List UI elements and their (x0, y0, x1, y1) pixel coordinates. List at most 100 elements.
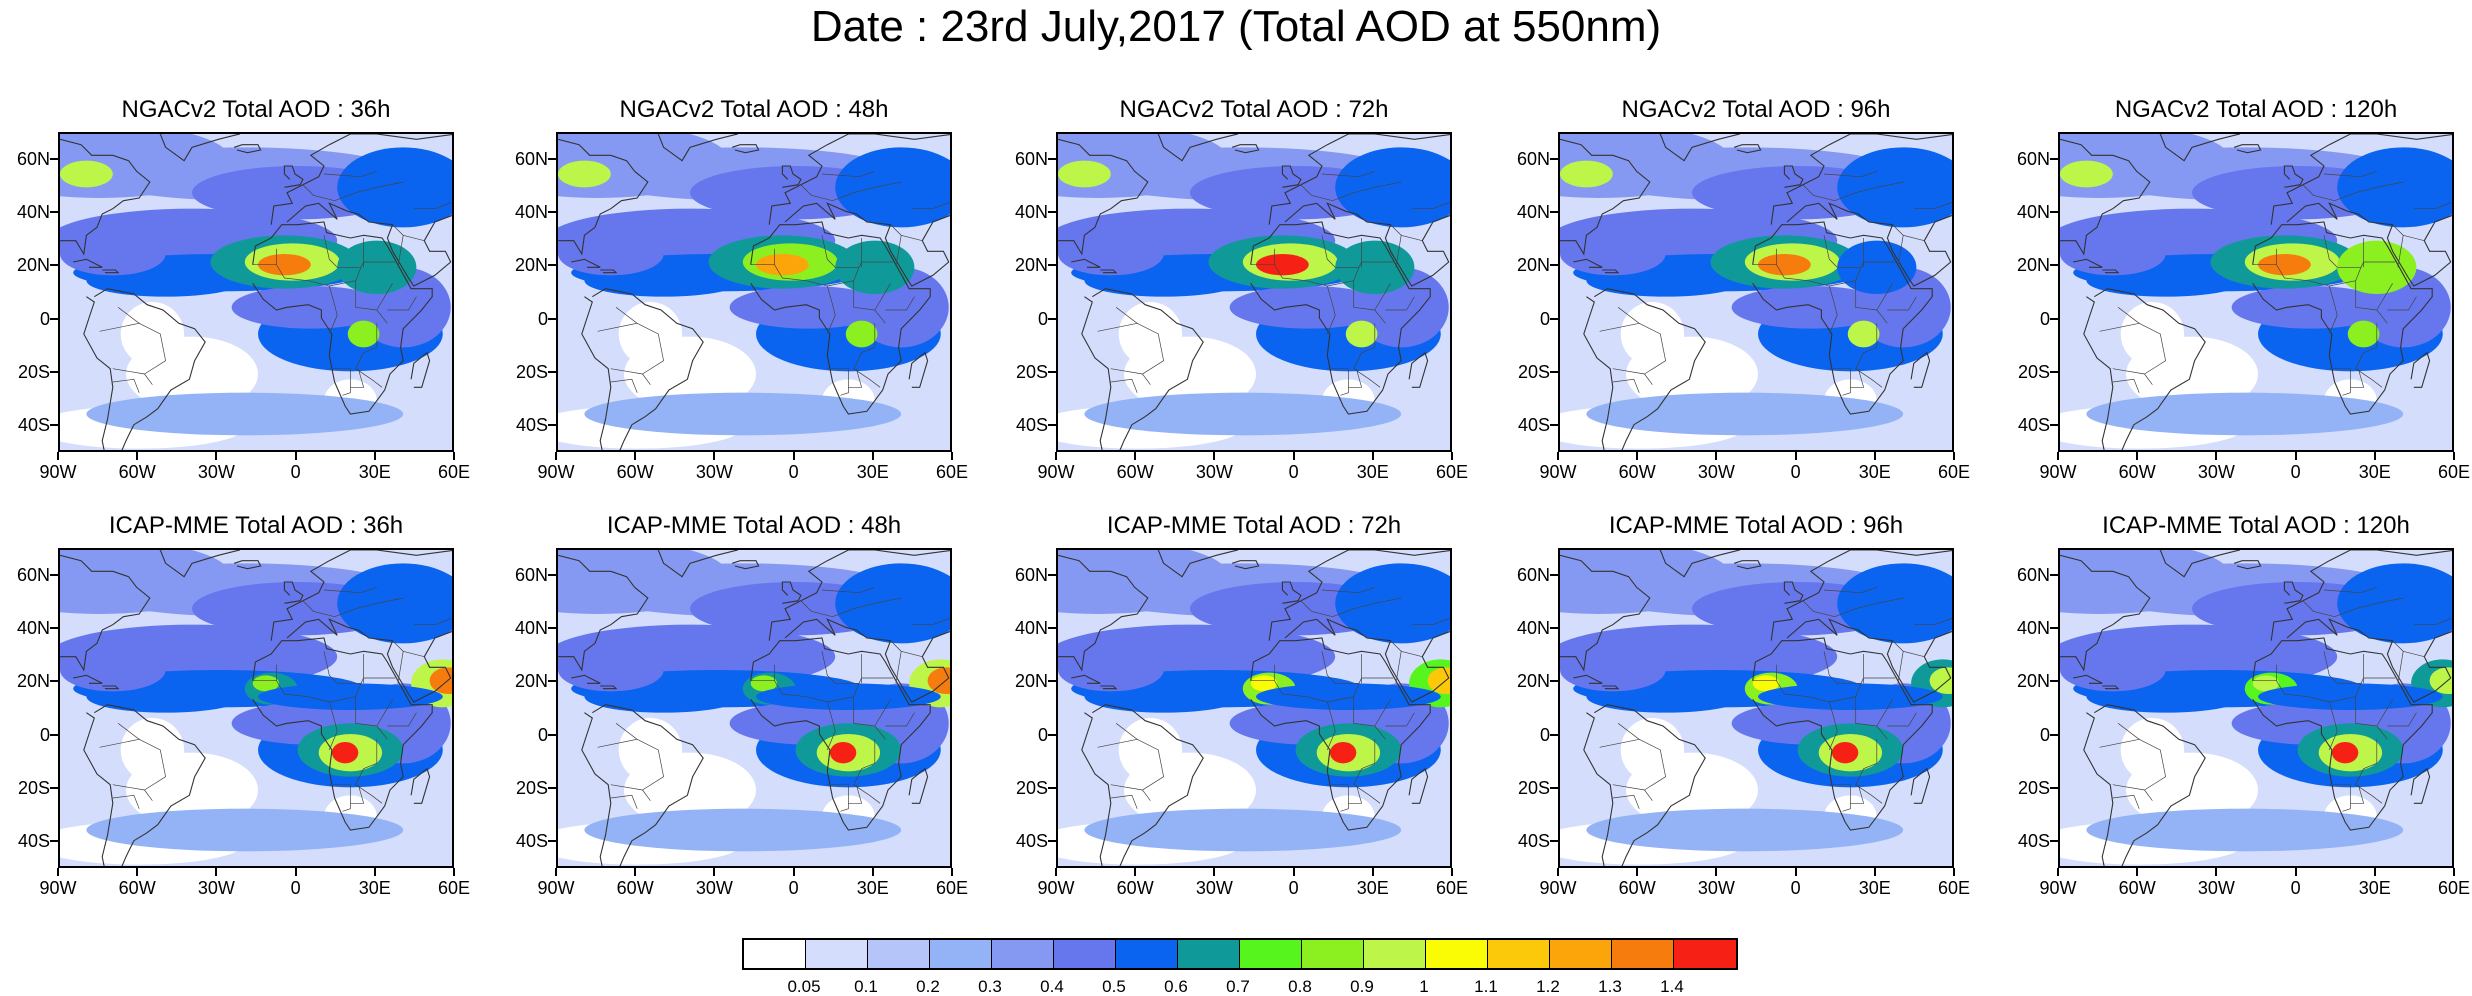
latitude-tick (1550, 627, 1558, 629)
longitude-label: 60W (2118, 878, 2156, 898)
country-border (2355, 739, 2383, 804)
aod-plume (835, 240, 915, 294)
country-border (1411, 617, 1450, 626)
latitude-tick (1550, 371, 1558, 373)
latitude-tick (2050, 317, 2058, 320)
coastline (1734, 144, 1762, 154)
country-border (397, 235, 404, 268)
country-border (376, 283, 393, 311)
longitude-tick (215, 452, 218, 460)
aod-plume (347, 320, 380, 348)
coastline (768, 134, 950, 287)
longitude-tick (373, 452, 376, 460)
longitude-label: 60W (118, 878, 156, 898)
latitude-tick (1048, 264, 1056, 267)
map-frame (1558, 132, 1954, 452)
longitude-tick (136, 452, 139, 460)
aod-plume (750, 675, 778, 692)
latitude-tick (2050, 157, 2058, 160)
coastline (60, 138, 151, 256)
latitude-tick (50, 573, 58, 576)
country-border (637, 322, 664, 375)
longitude-label: 90W (1037, 462, 1075, 482)
aod-plume (1731, 286, 1890, 329)
latitude-label: 40N (514, 202, 548, 222)
longitude-label: 30E (1858, 878, 1891, 898)
latitude-tick (50, 627, 58, 629)
latitude-tick (548, 264, 556, 267)
latitude-tick (1048, 157, 1056, 160)
longitude-tick (2294, 868, 2297, 876)
coastline (2073, 674, 2103, 684)
aod-plume (1560, 648, 1666, 692)
colorbar-label: 0.2 (916, 977, 940, 996)
colorbar-swatch (1302, 940, 1364, 968)
aod-plume (829, 742, 857, 764)
coastline (159, 134, 241, 162)
colorbar-swatch (1116, 940, 1178, 968)
latitude-tick (1048, 573, 1056, 576)
aod-plume (337, 240, 417, 294)
longitude-tick (555, 868, 557, 876)
map-frame (2058, 132, 2454, 452)
aod-plume (1752, 675, 1780, 692)
aod-plume (60, 232, 166, 276)
coastline (750, 221, 931, 415)
country-border (1327, 368, 1349, 396)
country-border (2323, 235, 2361, 268)
colorbar-label: 0.1 (854, 977, 878, 996)
country-border (350, 784, 365, 804)
country-border (1639, 322, 1666, 375)
country-border (1897, 651, 1904, 684)
country-border (610, 794, 638, 809)
longitude-label: 60W (1618, 878, 1656, 898)
coastline (1770, 550, 1952, 703)
longitude-label: 60E (935, 462, 969, 482)
longitude-label: 0 (290, 462, 301, 482)
latitude-label: 20S (17, 362, 50, 382)
latitude-label: 60N (514, 148, 548, 169)
latitude-label: 40N (1516, 618, 1550, 638)
country-border (1823, 586, 1877, 594)
map-frame (1558, 548, 1954, 868)
latitude-tick (548, 317, 556, 320)
longitude-tick (136, 868, 139, 876)
country-border (328, 285, 338, 335)
map-panel: ICAP-MME Total AOD : 72h 60N 40N 20N 0 20S 40S… (1015, 512, 1468, 898)
latitude-tick (50, 680, 58, 683)
latitude-tick (1550, 264, 1558, 267)
latitude-label: 40S (515, 415, 548, 436)
coastline (1583, 288, 1706, 450)
latitude-tick (1550, 157, 1558, 160)
map-frame (1056, 132, 1452, 452)
coastline (1408, 351, 1429, 388)
latitude-tick (548, 787, 556, 789)
longitude-tick (871, 868, 874, 876)
coastline (270, 134, 452, 287)
longitude-tick (373, 868, 376, 876)
country-border (413, 201, 452, 210)
aod-plume (756, 254, 809, 276)
map-panel: ICAP-MME Total AOD : 48h 60N 40N 20N 0 20S 40S… (515, 512, 968, 898)
country-border (2392, 640, 2425, 658)
longitude-label: 30E (358, 878, 391, 898)
panel-title: ICAP-MME Total AOD : 96h (1608, 512, 1904, 539)
aod-plume (2086, 392, 2404, 436)
latitude-tick (50, 211, 58, 213)
longitude-tick (713, 452, 716, 460)
longitude-tick (2453, 452, 2455, 460)
country-border (1876, 283, 1893, 311)
coastline (732, 144, 760, 154)
longitude-label: 60E (437, 878, 471, 898)
coastline (1910, 351, 1931, 388)
country-border (1348, 784, 1363, 804)
country-border (1599, 307, 1641, 332)
longitude-label: 60W (118, 462, 156, 482)
panel-title: NGACv2 Total AOD : 120h (2114, 96, 2398, 123)
country-border (376, 699, 393, 727)
country-border (334, 181, 404, 202)
country-border (826, 701, 836, 751)
longitude-label: 30E (856, 462, 889, 482)
country-border (1639, 738, 1666, 791)
country-border (350, 368, 365, 388)
